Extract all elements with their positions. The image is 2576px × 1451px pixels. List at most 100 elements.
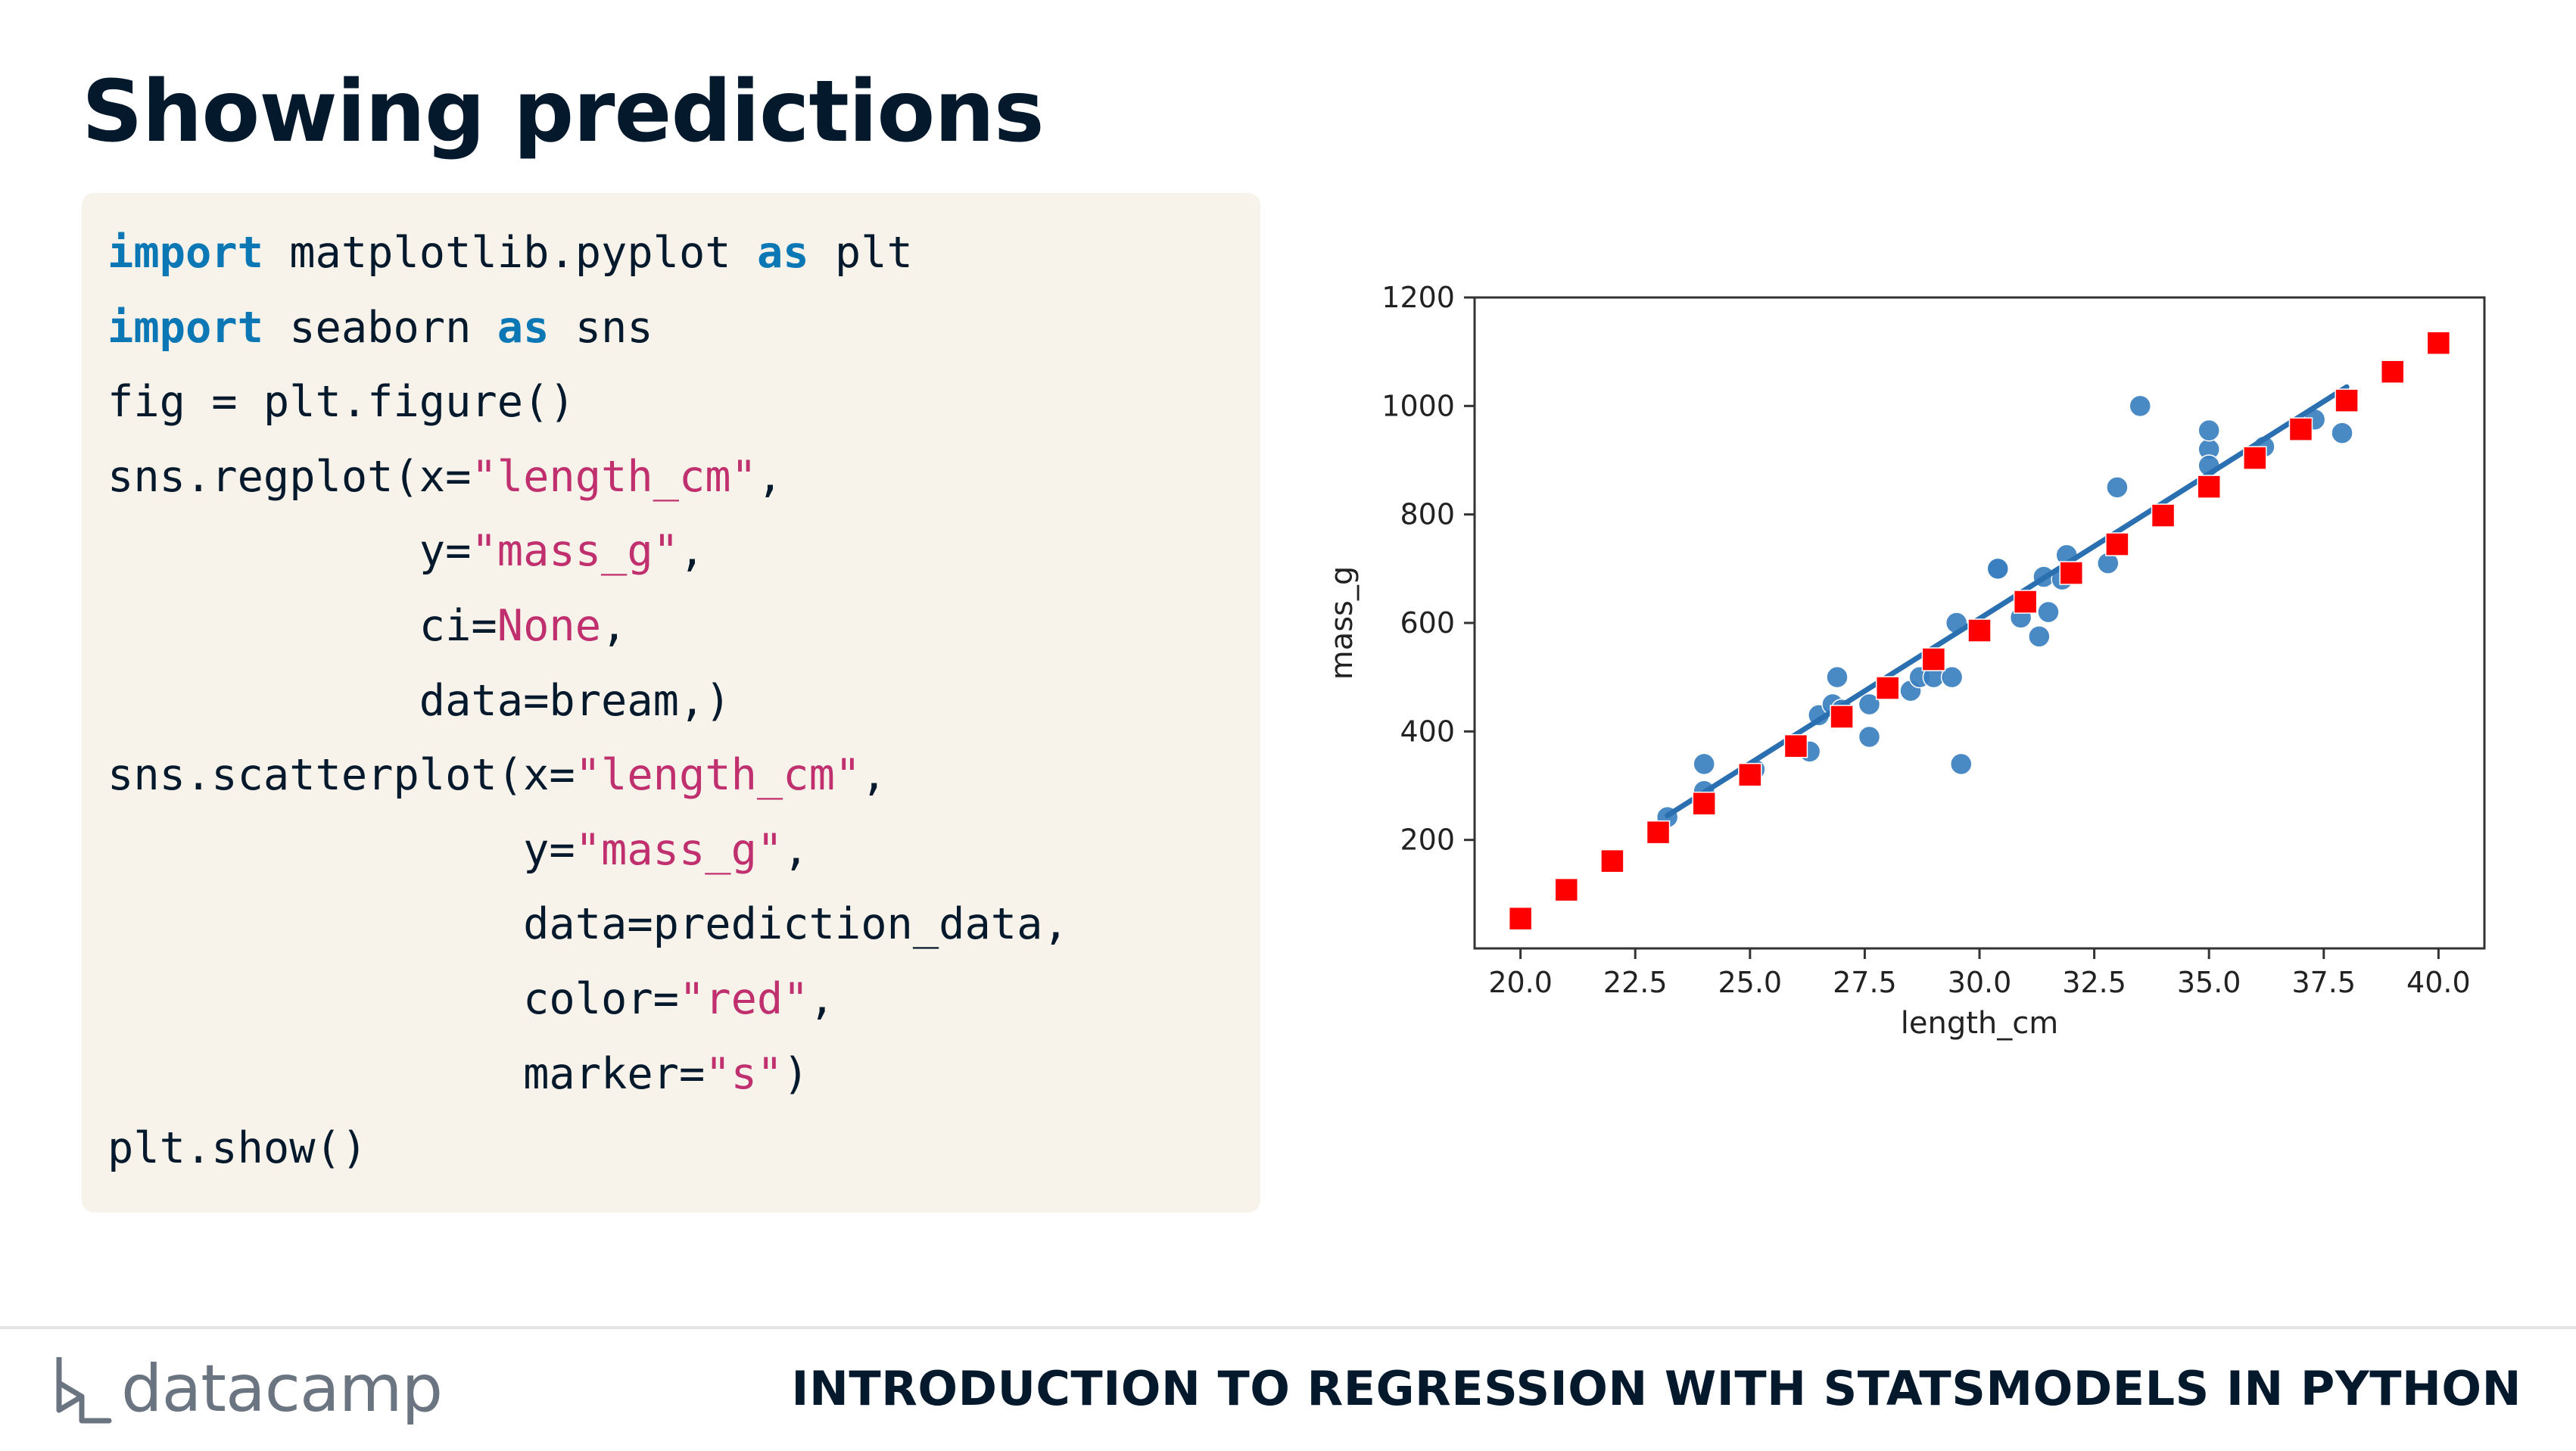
observed-point xyxy=(2037,600,2060,624)
code-text: matplotlib.pyplot xyxy=(263,228,757,278)
observed-point xyxy=(1949,752,1973,776)
code-line: ci=None, xyxy=(107,589,1069,664)
predicted-point xyxy=(1692,791,1716,816)
code-line: y="mass_g", xyxy=(107,813,1069,888)
y-tick-label: 800 xyxy=(1400,498,1455,531)
code-text: sns.scatterplot(x= xyxy=(107,750,575,801)
predicted-point xyxy=(2059,561,2084,585)
code-keyword: import xyxy=(107,228,263,278)
y-tick-label: 400 xyxy=(1400,715,1455,748)
brand-name: datacamp xyxy=(121,1351,443,1427)
code-text: ) xyxy=(783,1048,809,1099)
code-lines: import matplotlib.pyplot as plt import se… xyxy=(107,216,1069,1186)
course-title: INTRODUCTION TO REGRESSION WITH STATSMOD… xyxy=(791,1361,2521,1416)
x-tick-label: 25.0 xyxy=(1718,966,1783,999)
predicted-point xyxy=(1554,877,1579,902)
predicted-point xyxy=(1921,647,1946,671)
code-text: marker= xyxy=(107,1048,706,1099)
predicted-point xyxy=(2105,532,2129,556)
code-text: sns xyxy=(549,302,653,353)
predicted-point xyxy=(2197,475,2221,499)
x-tick-label: 22.5 xyxy=(1603,966,1668,999)
code-string: "length_cm" xyxy=(471,451,757,502)
predicted-point xyxy=(2288,417,2313,441)
code-text: y= xyxy=(107,824,575,875)
code-line: sns.regplot(x="length_cm", xyxy=(107,440,1069,515)
code-text: seaborn xyxy=(263,302,497,353)
code-text: , xyxy=(861,750,887,801)
code-text: sns.regplot(x= xyxy=(107,451,472,502)
y-axis-label: mass_g xyxy=(1325,566,1360,680)
code-text: data=prediction_data, xyxy=(107,899,1069,950)
x-tick-label: 20.0 xyxy=(1488,966,1553,999)
code-text: , xyxy=(678,526,706,577)
code-line: data=bream,) xyxy=(107,664,1069,739)
code-text: color= xyxy=(107,973,679,1024)
code-text: , xyxy=(601,600,628,651)
code-line: fig = plt.figure() xyxy=(107,365,1069,440)
code-text: plt xyxy=(808,228,913,278)
predicted-point xyxy=(1508,906,1533,931)
x-tick-label: 35.0 xyxy=(2177,966,2241,999)
observed-point xyxy=(2106,476,2129,499)
code-keyword: import xyxy=(107,302,263,353)
predicted-point xyxy=(1830,705,1854,729)
code-string: "mass_g" xyxy=(471,526,679,577)
slide-title: Showing predictions xyxy=(82,63,1045,161)
x-tick-label: 30.0 xyxy=(1948,966,2012,999)
code-line: y="mass_g", xyxy=(107,514,1069,589)
code-text: , xyxy=(756,451,783,502)
observed-point xyxy=(1826,665,1849,689)
predicted-point xyxy=(2243,446,2267,470)
observed-point xyxy=(2028,625,2051,648)
code-text: ci= xyxy=(107,600,497,651)
code-string: "length_cm" xyxy=(575,750,861,801)
observed-point xyxy=(1940,665,1964,689)
x-axis-label: length_cm xyxy=(1901,1006,2058,1041)
code-text: data=bream,) xyxy=(107,675,731,726)
code-text: y= xyxy=(107,526,472,577)
predicted-point xyxy=(2151,503,2176,528)
code-line: data=prediction_data, xyxy=(107,887,1069,962)
code-string: "s" xyxy=(705,1048,783,1099)
code-text: , xyxy=(783,824,809,875)
y-tick-label: 200 xyxy=(1400,824,1455,857)
x-tick-label: 40.0 xyxy=(2406,966,2471,999)
scatter-chart: 20.0 22.5 25.0 27.5 30.0 32.5 35.0 37.5 40.0 200 4… xyxy=(1325,281,2486,1041)
observed-point xyxy=(1693,752,1715,776)
predicted-point xyxy=(2380,360,2405,384)
code-string: "mass_g" xyxy=(575,824,783,875)
y-tick-label: 600 xyxy=(1400,606,1455,640)
code-text: , xyxy=(808,973,835,1024)
observed-point xyxy=(2129,394,2151,418)
datacamp-logo-icon xyxy=(56,1357,112,1424)
datacamp-logo: datacamp xyxy=(51,1347,443,1431)
observed-point xyxy=(1986,557,2010,581)
code-line: marker="s") xyxy=(107,1037,1069,1112)
code-line: import matplotlib.pyplot as plt xyxy=(107,216,1069,291)
code-line: plt.show() xyxy=(107,1111,1069,1186)
predicted-point xyxy=(2335,388,2359,413)
code-keyword: as xyxy=(497,302,550,353)
code-keyword: as xyxy=(756,228,809,278)
regression-line xyxy=(1665,384,2350,818)
observed-point xyxy=(1858,693,1881,716)
code-line: import seaborn as sns xyxy=(107,291,1069,366)
predicted-point xyxy=(1875,676,1900,700)
predicted-point xyxy=(1783,733,1808,758)
code-text: fig = plt.figure() xyxy=(107,377,575,428)
predicted-point xyxy=(1738,762,1762,787)
code-string: "red" xyxy=(678,973,809,1024)
x-tick-label: 32.5 xyxy=(2062,966,2126,999)
predicted-point xyxy=(2426,331,2451,355)
predicted-point xyxy=(2013,590,2038,614)
observed-point xyxy=(2331,422,2353,444)
x-tick-label: 27.5 xyxy=(1833,966,1897,999)
code-string: None xyxy=(497,600,602,651)
y-tick-label: 1000 xyxy=(1381,389,1455,422)
y-tick-label: 1200 xyxy=(1381,281,1455,314)
predicted-point xyxy=(1967,618,1992,643)
observed-point xyxy=(2198,419,2220,442)
code-line: color="red", xyxy=(107,962,1069,1037)
code-line: sns.scatterplot(x="length_cm", xyxy=(107,738,1069,813)
